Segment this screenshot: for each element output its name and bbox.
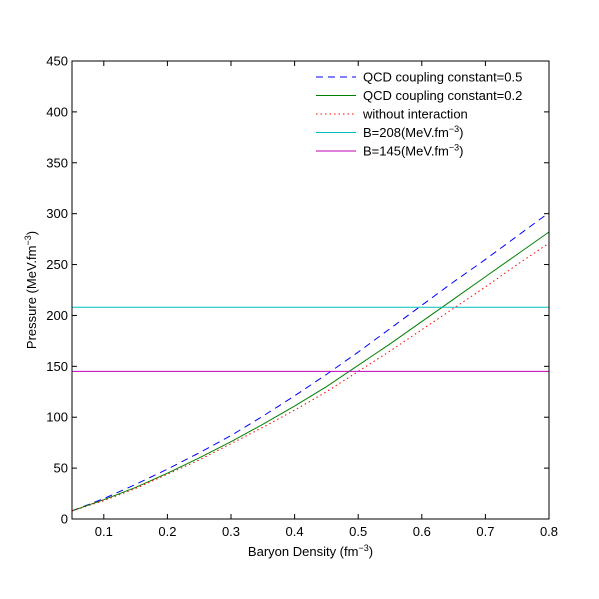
y-tick-label: 450 — [46, 54, 68, 69]
legend: QCD coupling constant=0.5 QCD coupling co… — [316, 70, 522, 159]
y-tick-label: 300 — [46, 206, 68, 221]
legend-label-1: QCD coupling constant=0.5 — [363, 70, 522, 85]
x-tick-label: 0.5 — [349, 524, 367, 539]
x-tick-label: 0.1 — [95, 524, 113, 539]
series-line-1 — [71, 212, 550, 512]
plot-area: 0.1 0.2 0.3 0.4 0.5 0.6 0.7 0.8 0 50 100 150 200 250… — [46, 54, 558, 540]
x-tick-label: 0.7 — [476, 524, 494, 539]
y-tick-label: 250 — [46, 257, 68, 272]
legend-label-5: B=145(MeV.fm−3) — [363, 143, 463, 159]
series-line-2 — [71, 231, 550, 512]
axes-box — [71, 60, 550, 520]
x-axis-label: Baryon Density (fm−3) — [248, 543, 373, 559]
x-tick-label: 0.3 — [222, 524, 240, 539]
x-tick-label: 0.4 — [286, 524, 304, 539]
y-axis-label: Pressure (MeV.fm−3) — [23, 231, 39, 349]
legend-label-4: B=208(MeV.fm−3) — [363, 124, 463, 140]
y-tick-label: 200 — [46, 308, 68, 323]
y-tick-label: 0 — [61, 512, 68, 527]
y-tick-label: 400 — [46, 104, 68, 119]
y-tick-label: 50 — [54, 461, 68, 476]
x-tick-label: 0.6 — [413, 524, 431, 539]
legend-label-2: QCD coupling constant=0.2 — [363, 88, 522, 103]
y-axis-ticks: 0 50 100 150 200 250 300 350 400 450 — [46, 54, 549, 527]
legend-label-3: without interaction — [362, 107, 468, 122]
x-tick-label: 0.2 — [158, 524, 176, 539]
y-tick-label: 350 — [46, 155, 68, 170]
x-tick-label: 0.8 — [540, 524, 558, 539]
y-tick-label: 100 — [46, 410, 68, 425]
series-layer — [71, 212, 550, 512]
y-tick-label: 150 — [46, 359, 68, 374]
x-axis-ticks: 0.1 0.2 0.3 0.4 0.5 0.6 0.7 0.8 — [95, 61, 558, 539]
